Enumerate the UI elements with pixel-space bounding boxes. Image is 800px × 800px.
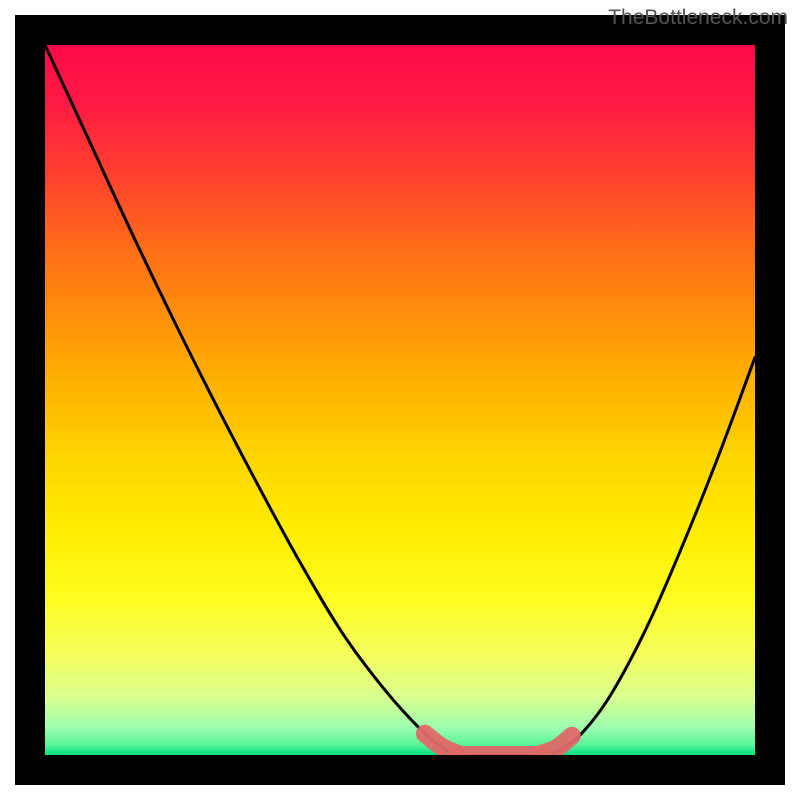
bottleneck-chart: [0, 0, 800, 800]
watermark-text: TheBottleneck.com: [608, 6, 788, 30]
chart-container: TheBottleneck.com: [0, 0, 800, 800]
gradient-background: [45, 45, 755, 755]
